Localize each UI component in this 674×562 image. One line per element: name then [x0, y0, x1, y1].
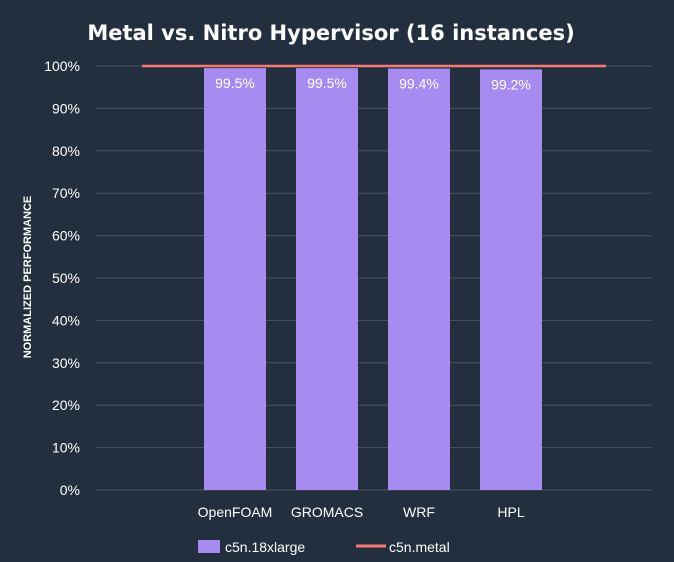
y-tick-label: 70% [52, 185, 80, 201]
y-tick-label: 60% [52, 228, 80, 244]
legend-label-c5n-metal: c5n.metal [389, 539, 450, 555]
bar [388, 68, 450, 490]
bars [204, 68, 542, 491]
y-tick-label: 30% [52, 355, 80, 371]
data-label: 99.5% [215, 75, 255, 91]
y-tick-label: 80% [52, 143, 80, 159]
x-category-label: OpenFOAM [198, 504, 273, 520]
legend-swatch-c5n-18xlarge [198, 540, 220, 553]
data-labels: 99.5% 99.5% 99.4% 99.2% [215, 75, 531, 92]
y-tick-label: 0% [60, 482, 80, 498]
y-tick-label: 90% [52, 100, 80, 116]
x-category-label: WRF [403, 504, 435, 520]
gridlines [96, 65, 651, 491]
y-axis-ticks: 0% 10% 20% 30% 40% 50% 60% 70% 80% 90% 100% [44, 58, 80, 498]
x-category-label: HPL [497, 504, 524, 520]
y-tick-label: 100% [44, 58, 80, 74]
x-axis-categories: OpenFOAM GROMACS WRF HPL [198, 504, 525, 520]
y-tick-label: 20% [52, 397, 80, 413]
data-label: 99.2% [491, 76, 531, 92]
y-axis-label: NORMALIZED PERFORMANCE [22, 196, 34, 359]
bar [296, 68, 358, 491]
x-category-label: GROMACS [291, 504, 363, 520]
data-label: 99.5% [307, 75, 347, 91]
bar [204, 68, 266, 491]
legend-label-c5n-18xlarge: c5n.18xlarge [225, 539, 305, 555]
bar [480, 69, 542, 490]
data-label: 99.4% [399, 76, 439, 92]
chart-title: Metal vs. Nitro Hypervisor (16 instances… [87, 21, 574, 45]
y-tick-label: 50% [52, 270, 80, 286]
legend: c5n.18xlarge c5n.metal [198, 539, 450, 555]
y-tick-label: 40% [52, 312, 80, 328]
y-tick-label: 10% [52, 440, 80, 456]
